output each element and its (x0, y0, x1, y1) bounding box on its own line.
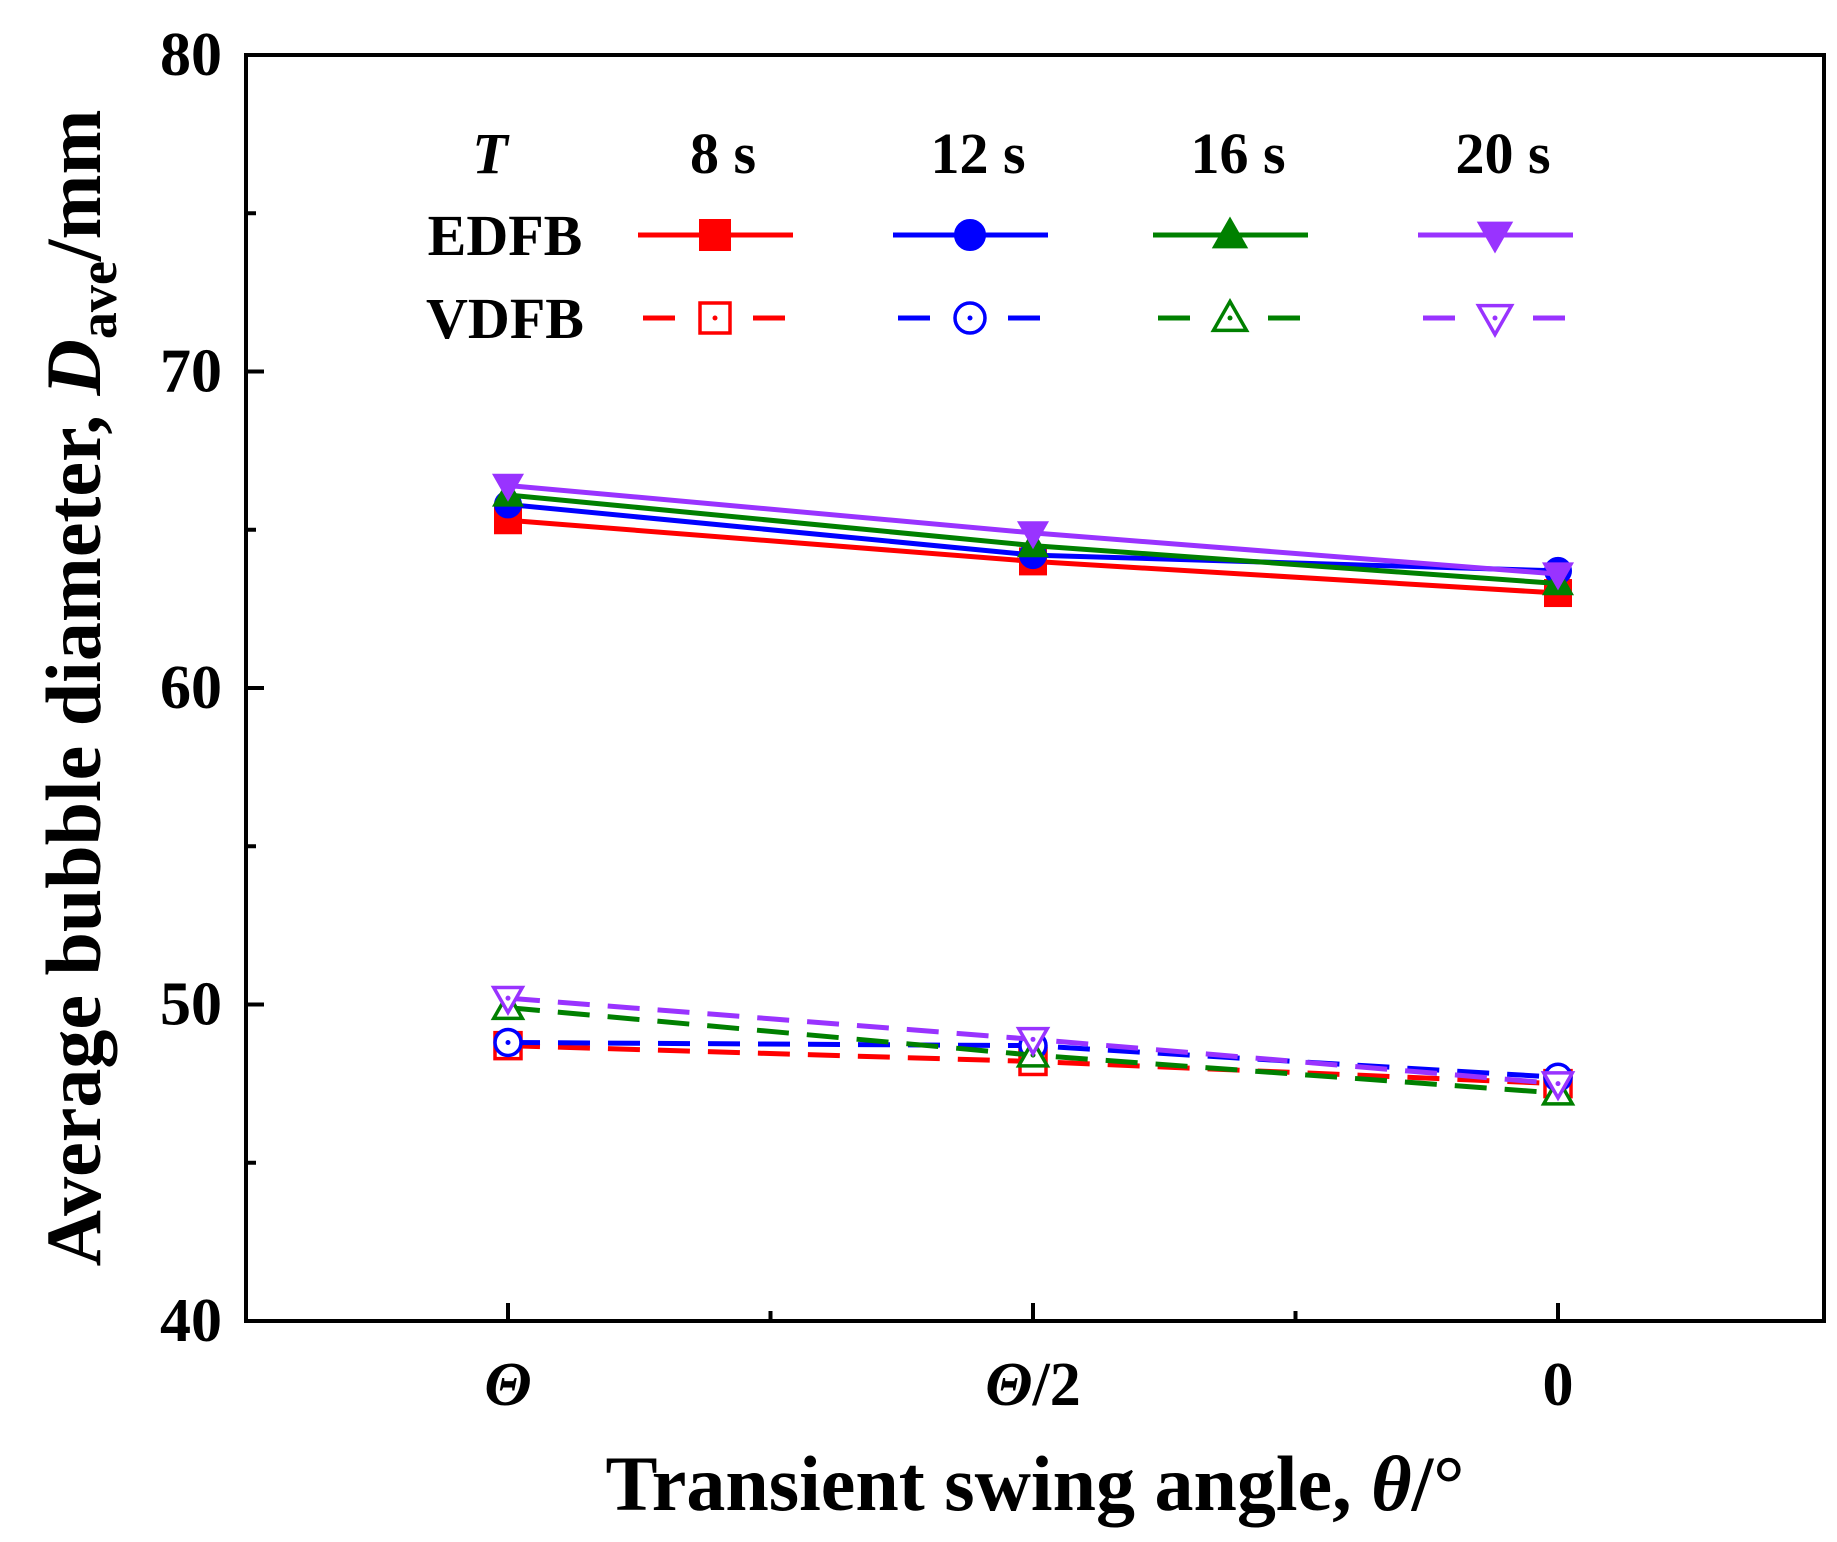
legend-swatch (1423, 303, 1565, 339)
legend-swatch-marker-center-dot (967, 315, 973, 321)
axes: 40 50 60 70 80 Θ Θ/2 0 (160, 21, 1574, 1419)
legend-column-label: 12 s (930, 121, 1025, 186)
legend-column-label: 20 s (1455, 121, 1550, 186)
y-tick-label: 80 (160, 21, 222, 89)
x-tick-label: Θ/2 (985, 1351, 1081, 1419)
data-point-center-dot (1555, 1081, 1561, 1087)
data-point (1016, 521, 1050, 550)
legend-header-label: T (472, 121, 510, 186)
data-point-center-dot (505, 1039, 511, 1045)
legend-column-label: 8 s (690, 121, 756, 186)
data-point (1541, 562, 1575, 591)
legend-swatch (1153, 216, 1308, 249)
y-tick-label: 60 (160, 654, 222, 722)
legend-swatch-marker (954, 219, 986, 251)
legend-column-label: 16 s (1190, 121, 1285, 186)
legend-swatch (638, 219, 793, 251)
legend-swatch-marker-center-dot (712, 315, 718, 321)
series-vdfb-20-s (490, 985, 1576, 1102)
legend-swatch (643, 301, 785, 335)
series-edfb-20-s (491, 473, 1575, 591)
y-tick-label: 70 (160, 338, 222, 406)
series-layer (490, 473, 1576, 1106)
legend-swatch-marker-center-dot (1227, 315, 1233, 321)
x-tick-label: Θ (484, 1351, 531, 1419)
y-tick-label: 50 (160, 971, 222, 1039)
legend-swatch-marker-center-dot (1492, 315, 1498, 321)
data-point-center-dot (1030, 1036, 1036, 1042)
data-point (491, 473, 525, 502)
y-axis-title: Average bubble diameter, Dave/mm (30, 110, 128, 1267)
y-tick-label: 40 (160, 1287, 222, 1355)
legend-swatch-marker (1476, 221, 1514, 254)
legend-swatch (898, 301, 1040, 335)
data-point-center-dot (505, 995, 511, 1001)
legend-swatch-marker (699, 219, 731, 251)
legend-swatch (1418, 221, 1573, 254)
x-tick-label: 0 (1543, 1351, 1574, 1419)
legend-swatch (893, 219, 1048, 251)
legend-row-label: VDFB (426, 286, 584, 351)
legend-row-label: EDFB (428, 203, 583, 268)
legend-swatch (1158, 297, 1300, 333)
legend: T 8 s 12 s 16 s 20 s EDFB VDFB (426, 121, 1573, 351)
x-axis-title: Transient swing angle, θ/° (605, 1440, 1464, 1527)
legend-swatch-marker (1211, 216, 1249, 249)
